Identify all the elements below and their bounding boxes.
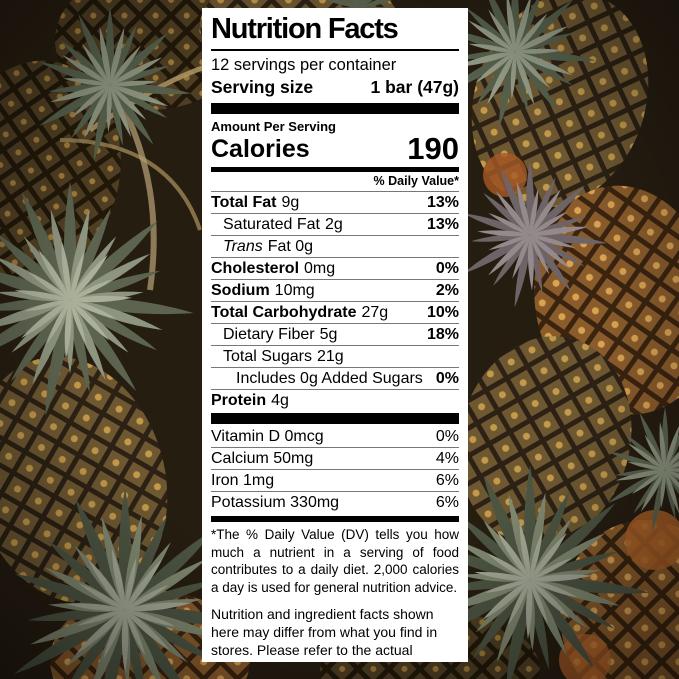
nutrient-row-sodium: Sodium 10mg 2% <box>211 279 459 301</box>
nutrition-facts-title: Nutrition Facts <box>211 13 399 45</box>
serving-size-row: Serving size 1 bar (47g) <box>211 76 459 99</box>
nutrient-row-trans-fat: Trans Fat 0g <box>211 235 459 257</box>
nutrient-amount: 27g <box>361 304 389 321</box>
vitamin-dv: 4% <box>435 450 459 467</box>
calories-label: Calories <box>211 135 310 163</box>
nutrient-amount: 5g <box>319 326 338 343</box>
serving-size-label: Serving size <box>211 77 314 97</box>
nutrient-row-total-fat: Total Fat 9g 13% <box>211 192 459 213</box>
vitamin-dv: 6% <box>435 494 459 511</box>
nutrient-name: Cholesterol <box>211 260 300 277</box>
nutrient-amount: 21g <box>316 348 344 365</box>
nutrient-row-protein: Protein 4g <box>211 389 459 411</box>
nutrient-dv: 0% <box>435 370 459 387</box>
nutrient-row-total-carbohydrate: Total Carbohydrate 27g 10% <box>211 301 459 323</box>
calories-value: 190 <box>407 131 459 166</box>
vitamin-dv: 6% <box>435 472 459 489</box>
nutrient-name: Saturated Fat <box>223 216 320 233</box>
medium-divider-footnote <box>211 516 459 522</box>
nutrient-row-total-sugars: Total Sugars 21g <box>211 345 459 367</box>
nutrient-dv: 13% <box>426 216 459 233</box>
nutrient-row-cholesterol: Cholesterol 0mg 0% <box>211 257 459 279</box>
servings-per-container: 12 servings per container <box>211 56 397 74</box>
vitamin-name: Iron 1mg <box>211 472 275 489</box>
title-divider <box>211 49 459 51</box>
nutrient-dv: 2% <box>435 282 459 299</box>
nutrient-name: Includes 0g Added Sugars <box>236 370 423 387</box>
nutrient-name: Protein <box>211 392 267 409</box>
store-disclaimer: Nutrition and ingredient facts shown her… <box>211 606 438 662</box>
nutrient-amount: 9g <box>281 194 300 211</box>
calories-row: Calories 190 <box>211 131 459 166</box>
nutrient-amount: 4g <box>271 392 289 409</box>
nutrient-amount: 0mg <box>304 260 336 277</box>
nutrient-amount: 10mg <box>274 282 315 299</box>
daily-value-header: % Daily Value* <box>211 172 459 192</box>
nutrient-name: Total Sugars <box>223 348 312 365</box>
vitamin-row-vitamin-d: Vitamin D 0mcg 0% <box>211 426 459 447</box>
nutrient-dv: 0% <box>435 260 459 277</box>
vitamin-row-iron: Iron 1mg 6% <box>211 469 459 491</box>
serving-size-value: 1 bar (47g) <box>370 77 460 97</box>
vitamin-name: Vitamin D 0mcg <box>211 428 324 445</box>
nutrient-name: Total Carbohydrate <box>211 304 357 321</box>
nutrient-row-dietary-fiber: Dietary Fiber 5g 18% <box>211 323 459 345</box>
nutrient-name: Dietary Fiber <box>223 326 315 343</box>
nutrient-row-saturated-fat: Saturated Fat 2g 13% <box>211 213 459 235</box>
amount-per-serving-label: Amount Per Serving <box>211 119 336 134</box>
vitamin-dv: 0% <box>435 428 459 445</box>
nutrient-name: Sodium <box>211 282 270 299</box>
medium-divider-calories <box>211 167 459 172</box>
vitamin-row-calcium: Calcium 50mg 4% <box>211 447 459 469</box>
daily-value-footnote: *The % Daily Value (DV) tells you how mu… <box>211 527 459 595</box>
nutrition-facts-label: Nutrition Facts 12 servings per containe… <box>202 8 468 662</box>
thick-divider-vitamins <box>211 413 459 424</box>
nutrient-amount: Fat 0g <box>267 238 314 255</box>
nutrient-dv: 18% <box>426 326 459 343</box>
nutrient-dv: 13% <box>426 194 459 211</box>
nutrient-row-added-sugars: Includes 0g Added Sugars 0% <box>211 367 459 389</box>
thick-divider-top <box>211 103 459 114</box>
nutrient-dv: 10% <box>426 304 459 321</box>
nutrient-name: Trans <box>223 238 263 255</box>
vitamin-name: Potassium 330mg <box>211 494 340 511</box>
nutrient-amount: 2g <box>324 216 343 233</box>
vitamin-row-potassium: Potassium 330mg 6% <box>211 491 459 513</box>
nutrient-name: Total Fat <box>211 194 277 211</box>
vitamin-name: Calcium 50mg <box>211 450 314 467</box>
